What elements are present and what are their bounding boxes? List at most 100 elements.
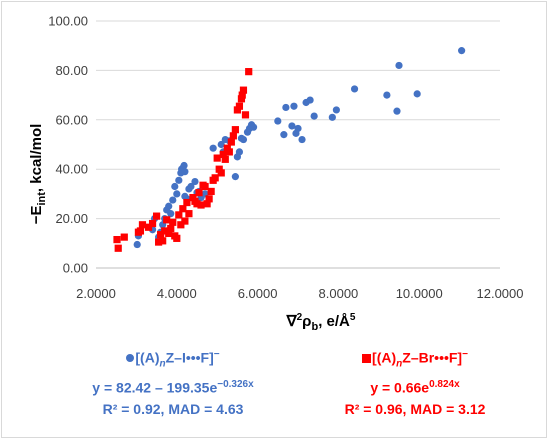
data-point (173, 190, 181, 198)
legend-series-2-stats: R² = 0.96, MAD = 3.12 (344, 401, 486, 418)
data-point (231, 173, 239, 181)
data-point (203, 200, 211, 208)
data-point (209, 144, 217, 152)
data-point (332, 106, 340, 114)
legend-series-1-stats: R² = 0.92, MAD = 4.63 (102, 401, 244, 418)
legend-series-2: [(A)nZ–Br•••F]− y = 0.66e0.824x R² = 0.9… (310, 344, 520, 420)
data-point (153, 212, 161, 220)
data-point (217, 169, 225, 177)
data-point (223, 144, 231, 152)
data-point (213, 154, 221, 162)
data-point (245, 68, 253, 76)
legend-series-1-fit: y = 82.42 – 199.35e−0.326x (92, 379, 254, 397)
data-point (167, 224, 175, 233)
data-series (113, 47, 466, 252)
y-tick-label: 40.00 (55, 162, 88, 177)
data-point (219, 150, 227, 158)
data-point (161, 227, 169, 235)
data-point (207, 187, 215, 196)
data-point (237, 95, 246, 103)
data-point (175, 176, 183, 184)
data-point (195, 189, 203, 197)
data-point (180, 161, 188, 170)
data-point (227, 138, 235, 146)
data-point (120, 233, 128, 241)
x-tick-label: 10.0000 (396, 286, 443, 301)
data-point (165, 229, 173, 238)
data-point (136, 227, 145, 235)
data-point (217, 140, 225, 149)
data-point (157, 231, 165, 239)
data-point (298, 135, 306, 144)
data-point (197, 201, 205, 209)
x-tick-label: 4.0000 (157, 286, 197, 301)
data-point (238, 91, 246, 99)
series-1 (133, 47, 466, 249)
square-marker-icon (362, 353, 372, 363)
x-axis-label: ∇2ρb, e/Å5 (286, 312, 356, 333)
data-point (155, 238, 163, 246)
data-point (205, 195, 213, 203)
data-point (169, 196, 177, 204)
data-point (191, 177, 199, 186)
data-point (181, 217, 189, 225)
data-point (458, 47, 466, 55)
data-point (185, 210, 193, 218)
x-tick-label: 8.0000 (319, 286, 359, 301)
data-point (183, 198, 191, 207)
data-point (159, 237, 167, 245)
data-point (148, 219, 157, 228)
data-point (215, 165, 223, 173)
y-tick-label: 80.00 (55, 63, 88, 78)
y-tick-labels: 0.00 20.00 40.00 60.00 80.00 100.00 (48, 14, 88, 276)
x-tick-label: 12.0000 (477, 286, 524, 301)
data-point (173, 234, 181, 242)
data-point (282, 103, 290, 112)
data-point (413, 90, 421, 98)
data-point (233, 106, 241, 114)
data-point (383, 91, 391, 99)
y-axis-label: −Eint, kcal/mol (28, 124, 48, 225)
data-point (241, 111, 250, 119)
data-point (144, 223, 153, 231)
data-point (395, 61, 403, 70)
data-point (288, 122, 296, 130)
data-point (138, 221, 147, 229)
data-point (114, 244, 122, 252)
data-point (231, 126, 239, 134)
data-point (175, 211, 183, 219)
data-point (171, 182, 179, 191)
data-point (294, 124, 302, 133)
data-point (350, 85, 359, 93)
data-point (177, 221, 185, 229)
y-tick-label: 0.00 (63, 261, 88, 276)
data-point (221, 155, 229, 163)
legend-series-1: [(A)nZ–I•••F]− y = 82.42 – 199.35e−0.326… (62, 344, 284, 420)
data-point (393, 107, 401, 115)
circle-marker-icon (126, 353, 135, 362)
data-point (235, 148, 244, 156)
y-tick-label: 20.00 (55, 211, 88, 226)
data-point (133, 240, 141, 249)
data-point (193, 200, 201, 208)
data-point (239, 86, 248, 94)
data-point (328, 113, 336, 121)
data-point (169, 218, 177, 226)
data-point (189, 194, 197, 202)
data-point (165, 202, 173, 210)
x-tick-label: 6.0000 (238, 286, 278, 301)
gridlines (96, 20, 500, 220)
data-point (113, 235, 121, 244)
y-tick-label: 60.00 (55, 112, 88, 127)
legend-series-1-label: [(A)nZ–I•••F]− (62, 344, 284, 374)
data-point (187, 182, 195, 191)
data-point (201, 182, 209, 191)
data-point (181, 168, 189, 176)
y-tick-label: 100.00 (48, 14, 88, 29)
legend-series-2-fit: y = 0.66e0.824x (370, 379, 460, 397)
data-point (280, 131, 288, 139)
data-point (167, 210, 175, 218)
data-point (179, 205, 187, 213)
